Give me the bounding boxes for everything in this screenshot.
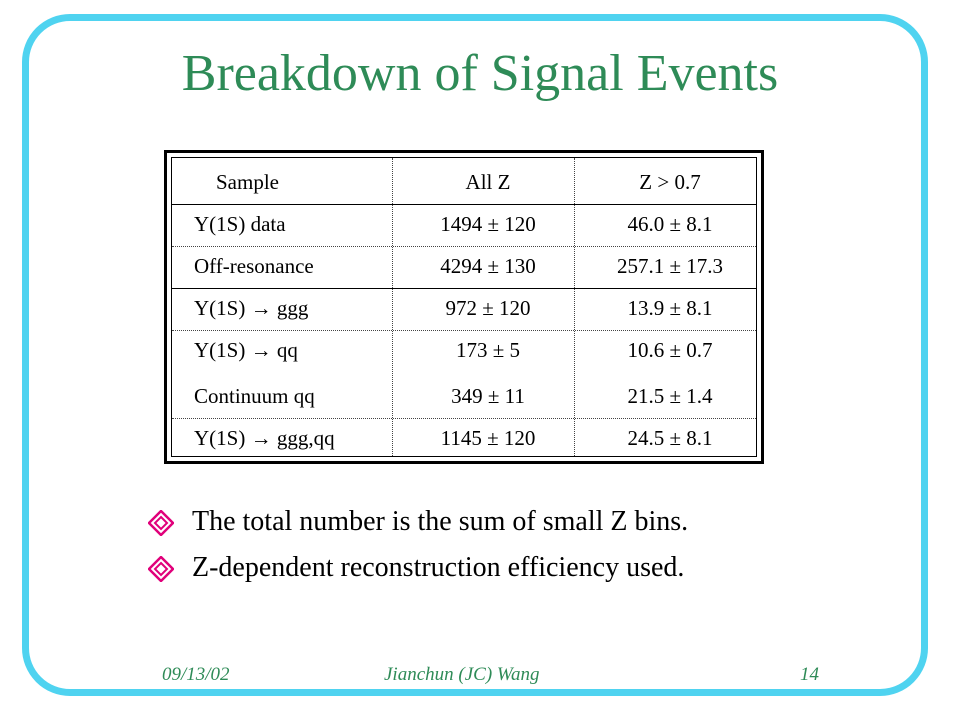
table-row: Off-resonance 4294 ± 130 257.1 ± 17.3 <box>172 246 756 287</box>
row-sample: Y(1S) → qq <box>194 338 298 362</box>
row-divider <box>172 246 756 247</box>
header-divider <box>172 204 756 205</box>
row-z-cut: 257.1 ± 17.3 <box>616 254 724 278</box>
table-row: Y(1S) → qq 173 ± 5 10.6 ± 0.7 <box>172 330 756 371</box>
row-z-cut: 24.5 ± 8.1 <box>627 426 713 450</box>
row-z-cut: 13.9 ± 8.1 <box>627 296 713 320</box>
row-divider <box>172 330 756 331</box>
bullet-text: The total number is the sum of small Z b… <box>192 506 689 537</box>
row-z-cut: 21.5 ± 1.4 <box>627 384 713 408</box>
diamond-bullet-icon <box>148 556 174 582</box>
table-header-row: Sample All Z Z > 0.7 <box>172 162 756 203</box>
table-row: Continuum qq 349 ± 11 21.5 ± 1.4 <box>172 376 756 417</box>
row-all-z: 1145 ± 120 <box>440 426 536 450</box>
row-all-z: 1494 ± 120 <box>440 212 536 236</box>
signal-events-table: Sample All Z Z > 0.7 Y(1S) data 1494 ± 1… <box>164 150 764 464</box>
row-z-cut: 10.6 ± 0.7 <box>627 338 713 362</box>
section-divider <box>172 288 756 289</box>
row-sample: Y(1S) → ggg <box>194 296 309 320</box>
footer-date: 09/13/02 <box>162 664 230 685</box>
footer-author: Jianchun (JC) Wang <box>384 664 540 685</box>
row-divider <box>172 418 756 419</box>
row-sample: Continuum qq <box>194 384 315 408</box>
header-z-gt-07: Z > 0.7 <box>639 170 701 194</box>
column-divider <box>392 158 393 456</box>
bullet-text: Z-dependent reconstruction efficiency us… <box>192 552 685 583</box>
slide-title: Breakdown of Signal Events <box>181 45 779 102</box>
row-sample: Off-resonance <box>194 254 314 278</box>
footer-page-number: 14 <box>800 664 819 685</box>
header-sample: Sample <box>216 170 279 194</box>
column-divider <box>574 158 575 456</box>
table-row: Y(1S) → ggg 972 ± 120 13.9 ± 8.1 <box>172 288 756 329</box>
row-all-z: 349 ± 11 <box>451 384 525 408</box>
row-sample: Y(1S) → ggg,qq <box>194 426 335 450</box>
row-z-cut: 46.0 ± 8.1 <box>627 212 713 236</box>
row-sample: Y(1S) data <box>194 212 286 236</box>
row-all-z: 4294 ± 130 <box>440 254 536 278</box>
table-row: Y(1S) → ggg,qq 1145 ± 120 24.5 ± 8.1 <box>172 418 756 459</box>
row-all-z: 972 ± 120 <box>445 296 531 320</box>
slide-frame <box>22 14 928 696</box>
row-all-z: 173 ± 5 <box>455 338 521 362</box>
table-row: Y(1S) data 1494 ± 120 46.0 ± 8.1 <box>172 204 756 245</box>
diamond-bullet-icon <box>148 510 174 536</box>
table-inner: Sample All Z Z > 0.7 Y(1S) data 1494 ± 1… <box>171 157 757 457</box>
header-all-z: All Z <box>465 170 511 194</box>
